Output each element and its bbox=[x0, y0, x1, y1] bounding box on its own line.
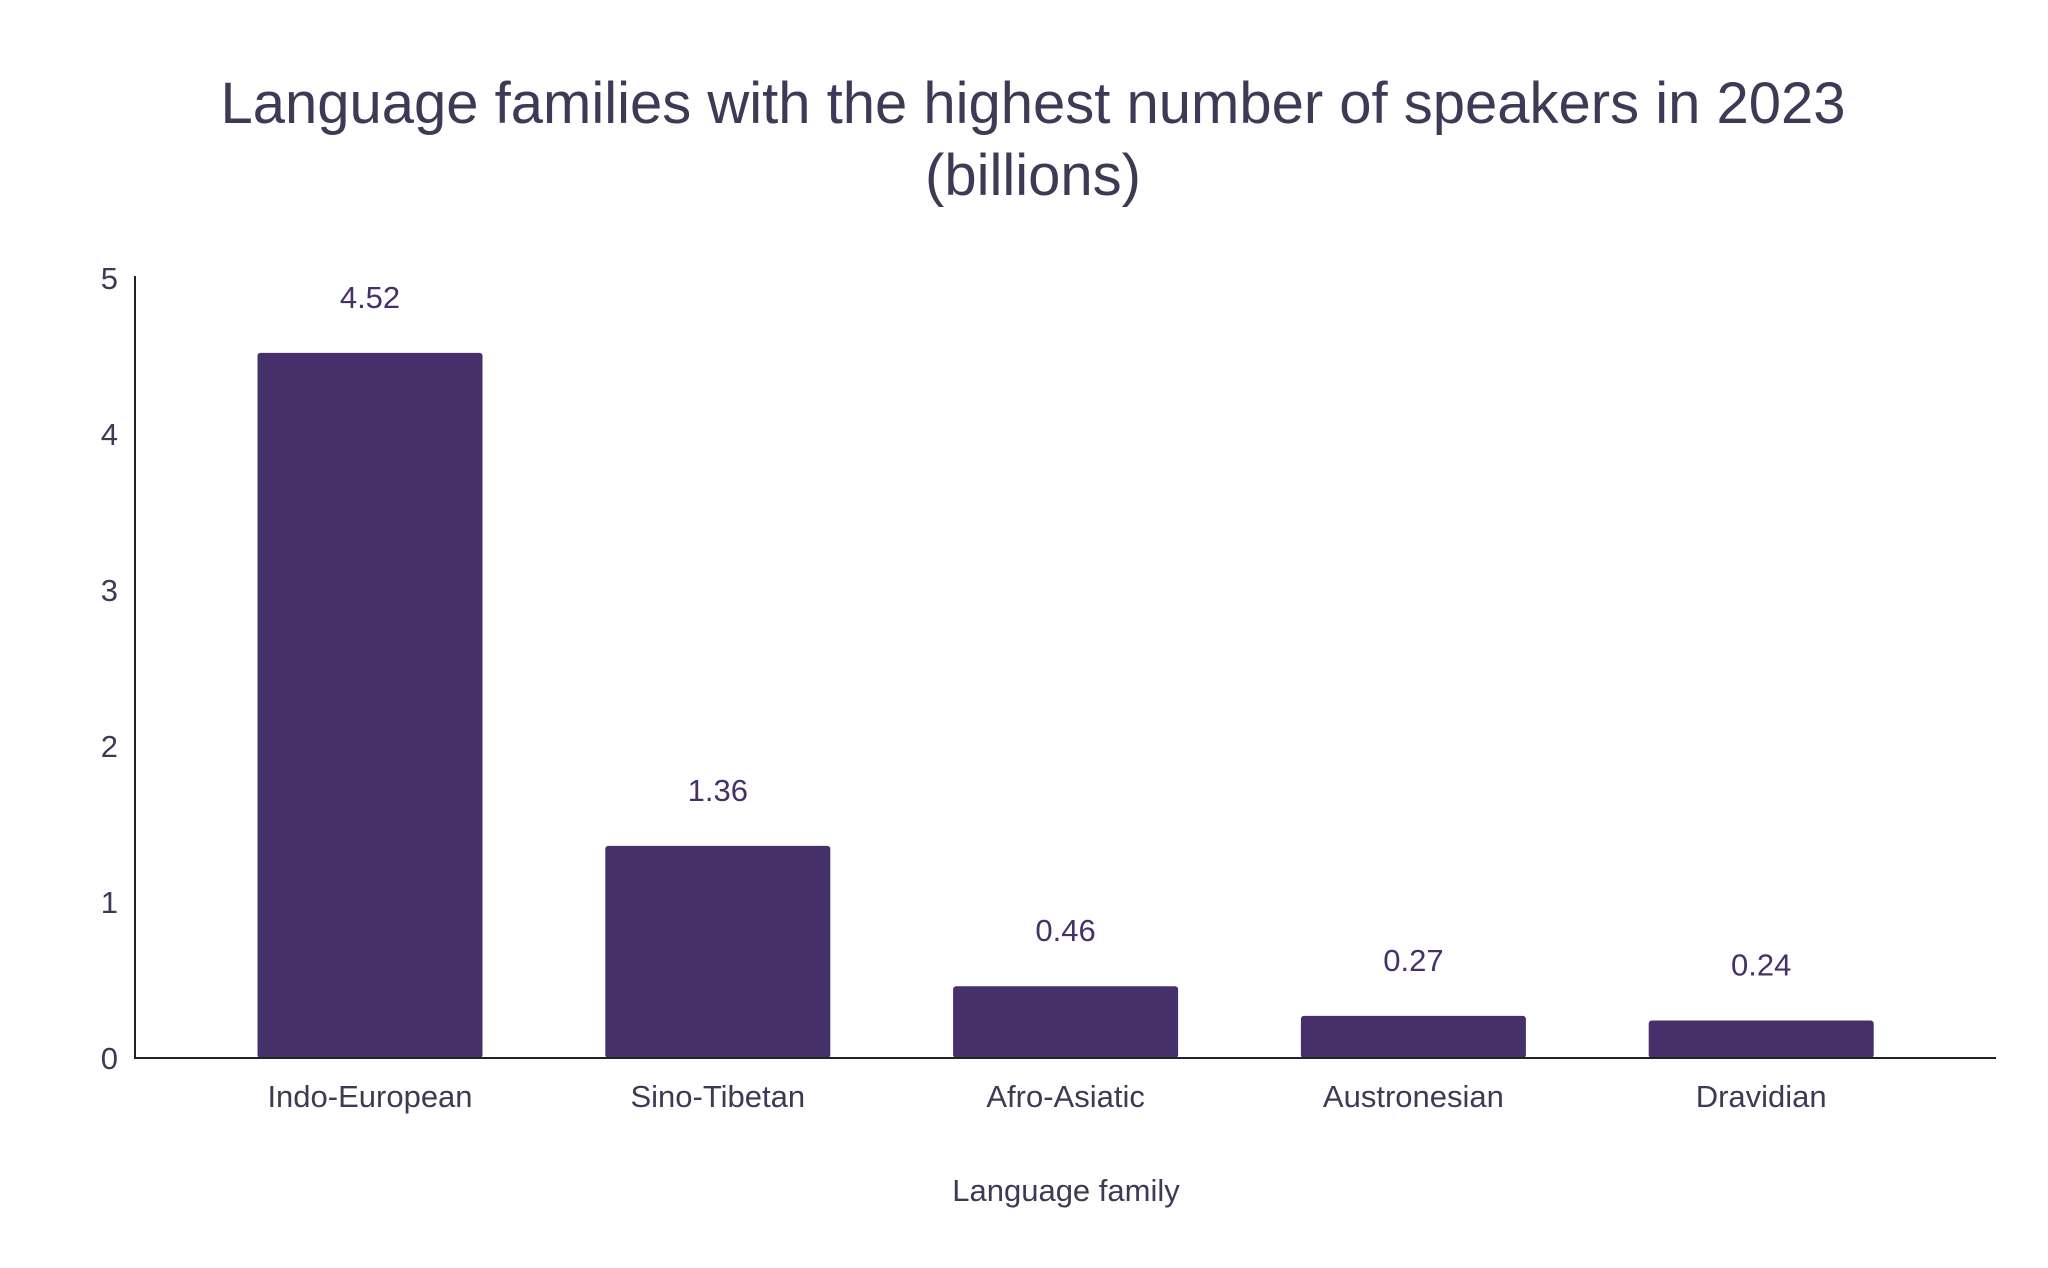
bar-value-label: 0.24 bbox=[1731, 948, 1791, 983]
y-tick-label: 4 bbox=[101, 417, 118, 452]
bar bbox=[257, 352, 483, 1058]
y-tick-label: 3 bbox=[101, 573, 118, 608]
x-axis-label: Language family bbox=[952, 1173, 1180, 1208]
bar bbox=[1648, 1020, 1874, 1058]
bar-value-label: 1.36 bbox=[688, 773, 748, 808]
x-tick-label: Austronesian bbox=[1323, 1079, 1504, 1114]
chart-title-line-1: Language families with the highest numbe… bbox=[220, 71, 1845, 136]
chart-title-line-2: (billions) bbox=[925, 143, 1141, 208]
y-tick-label: 2 bbox=[101, 729, 118, 764]
y-tick-label: 1 bbox=[101, 885, 118, 920]
bar-value-label: 0.27 bbox=[1383, 943, 1443, 978]
y-tick-label: 0 bbox=[101, 1041, 118, 1076]
bar bbox=[1300, 1015, 1526, 1058]
bar-value-label: 4.52 bbox=[340, 280, 400, 315]
x-tick-label: Sino-Tibetan bbox=[630, 1079, 805, 1114]
bar bbox=[953, 986, 1179, 1058]
y-tick-label: 5 bbox=[101, 261, 118, 296]
x-tick-label: Indo-European bbox=[267, 1079, 472, 1114]
x-tick-label: Afro-Asiatic bbox=[986, 1079, 1144, 1114]
x-tick-label: Dravidian bbox=[1696, 1079, 1827, 1114]
bar-value-label: 0.46 bbox=[1035, 913, 1095, 948]
bar bbox=[605, 845, 831, 1058]
